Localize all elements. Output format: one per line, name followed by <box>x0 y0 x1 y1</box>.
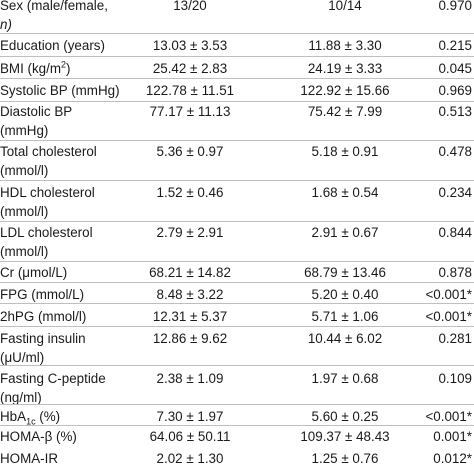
p-value: 0.012* <box>433 450 472 466</box>
group1-value: 5.36 ± 0.97 <box>156 144 224 160</box>
row-divider <box>0 260 474 262</box>
row-divider <box>0 303 474 305</box>
row-label-line2: (mmol/l) <box>0 204 49 220</box>
group2-value: 5.20 ± 0.40 <box>311 286 379 302</box>
row-divider <box>0 100 474 102</box>
row-label-line1: HDL cholesterol <box>0 185 95 201</box>
row-divider <box>0 55 474 57</box>
row-divider <box>0 32 474 34</box>
p-value: 0.234 <box>438 185 472 201</box>
row-label-line2: (μU/ml) <box>0 349 45 365</box>
group2-value: 24.19 ± 3.33 <box>307 60 383 76</box>
row-label: Fasting C-peptide (ng/ml) <box>0 369 150 407</box>
row-label-line2: (mmol/l) <box>0 163 49 179</box>
group2-value: 5.18 ± 0.91 <box>311 144 379 160</box>
p-value: 0.878 <box>438 265 472 281</box>
group2-value: 10/14 <box>328 0 362 14</box>
row-label-line2: (mmHg) <box>0 123 49 139</box>
row-label-line1: Total cholesterol <box>0 144 97 160</box>
row-divider <box>0 282 474 283</box>
p-value: 0.281 <box>438 330 472 346</box>
group2-value: 122.92 ± 15.66 <box>300 83 390 98</box>
group1-value: 77.17 ± 11.13 <box>149 104 231 120</box>
row-label: Systolic BP (mmHg) <box>0 83 120 98</box>
row-label-line1: Sex (male/female, <box>0 0 108 14</box>
group2-value: 2.91 ± 0.67 <box>311 225 379 241</box>
group1-value: 13/20 <box>173 0 207 14</box>
row-divider <box>0 364 474 366</box>
p-value: <0.001* <box>425 309 472 325</box>
row-label-sub: 1c <box>26 416 36 427</box>
group1-value: 8.48 ± 3.22 <box>156 286 224 302</box>
group2-value: 1.68 ± 0.54 <box>311 185 379 201</box>
row-divider <box>0 425 474 427</box>
group2-value: 1.97 ± 0.68 <box>311 370 379 386</box>
row-label: Cr (μmol/L) <box>0 265 68 281</box>
group2-value: 11.88 ± 3.30 <box>308 38 382 54</box>
p-value: 0.513 <box>438 104 472 120</box>
group1-value: 7.30 ± 1.97 <box>156 408 224 424</box>
group1-value: 12.86 ± 9.62 <box>152 330 228 346</box>
row-label-line2: n) <box>0 17 12 33</box>
p-value: 0.844 <box>438 225 472 241</box>
row-label-line1: Diastolic BP <box>0 104 73 120</box>
row-label: LDL cholesterol (mmol/l) <box>0 223 150 261</box>
row-label: Total cholesterol (mmol/l) <box>0 142 150 180</box>
row-divider <box>0 179 474 181</box>
row-label-text: HbA <box>0 408 27 424</box>
row-label-text: BMI (kg/m <box>0 60 62 76</box>
row-label: Diastolic BP (mmHg) <box>0 102 150 140</box>
row-label-sup: 2 <box>61 59 67 70</box>
group1-value: 13.03 ± 3.53 <box>152 38 228 54</box>
row-label-line1: LDL cholesterol <box>0 225 93 241</box>
group2-value: 75.42 ± 7.99 <box>307 104 383 120</box>
row-label: HOMA-β (%) <box>0 429 77 445</box>
row-label: FPG (mmol/L) <box>0 286 85 302</box>
row-label-tail: (%) <box>35 408 61 424</box>
row-label-tail: ) <box>66 60 71 76</box>
group2-value: 10.44 ± 6.02 <box>307 330 383 346</box>
row-label-line2: (ng/ml) <box>0 389 42 405</box>
group1-value: 122.78 ± 11.51 <box>145 83 235 98</box>
row-divider <box>0 139 474 141</box>
p-value: <0.001* <box>425 286 472 302</box>
p-value: 0.001* <box>433 429 472 445</box>
group1-value: 2.38 ± 1.09 <box>156 370 224 386</box>
row-label: HbA1c (%) <box>0 407 150 426</box>
row-label-line1: Fasting C-peptide <box>0 370 106 386</box>
p-value: 0.478 <box>438 144 472 160</box>
row-divider <box>0 325 474 327</box>
row-label: Sex (male/female, n) <box>0 0 150 34</box>
row-label: Education (years) <box>0 38 105 54</box>
row-label-line2: (mmol/l) <box>0 244 49 260</box>
group2-value: 5.60 ± 0.25 <box>311 408 379 424</box>
group2-value: 5.71 ± 1.06 <box>311 309 379 325</box>
row-label: BMI (kg/m2) <box>0 59 150 78</box>
p-value: 0.215 <box>438 38 472 54</box>
group1-value: 25.42 ± 2.83 <box>152 60 228 76</box>
row-label-line1: Fasting insulin <box>0 330 86 346</box>
row-label: Fasting insulin (μU/ml) <box>0 329 150 367</box>
group1-value: 64.06 ± 50.11 <box>149 429 231 445</box>
p-value: 0.969 <box>438 83 472 98</box>
group2-value: 109.37 ± 48.43 <box>300 429 390 445</box>
row-label: 2hPG (mmol/l) <box>0 309 87 325</box>
p-value: <0.001* <box>425 408 472 424</box>
group1-value: 1.52 ± 0.46 <box>156 185 224 201</box>
p-value: 0.109 <box>438 370 472 386</box>
row-label: HDL cholesterol (mmol/l) <box>0 183 150 221</box>
row-divider <box>0 220 474 222</box>
row-label: HOMA-IR <box>0 450 59 466</box>
p-value: 0.970 <box>438 0 472 14</box>
row-divider <box>0 78 474 80</box>
p-value: 0.045 <box>438 60 472 76</box>
group2-value: 1.25 ± 0.76 <box>311 450 379 466</box>
group1-value: 12.31 ± 5.37 <box>152 309 228 325</box>
row-divider <box>0 403 474 405</box>
group1-value: 68.21 ± 14.82 <box>149 265 231 281</box>
group1-value: 2.02 ± 1.30 <box>156 450 224 466</box>
group1-value: 2.79 ± 2.91 <box>156 225 224 241</box>
group2-value: 68.79 ± 13.46 <box>304 265 386 281</box>
